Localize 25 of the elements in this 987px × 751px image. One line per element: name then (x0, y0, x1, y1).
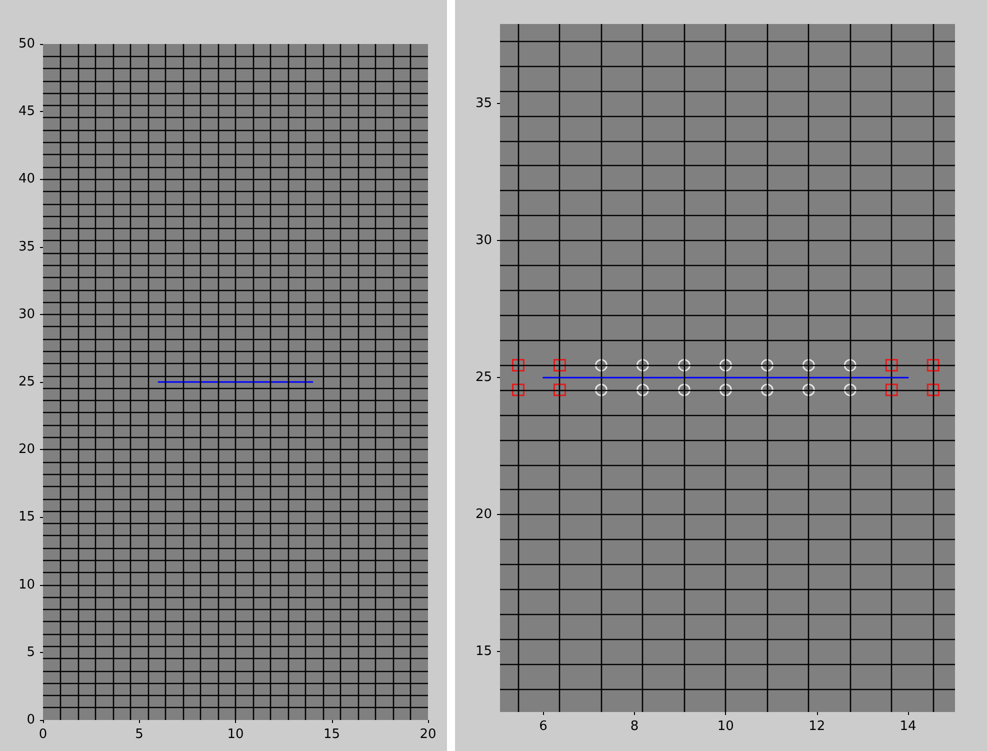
x-tick-label: 10 (227, 727, 244, 742)
y-tick-label: 20 (475, 507, 492, 522)
x-tick-label: 15 (323, 727, 340, 742)
y-tick-label: 10 (18, 577, 35, 592)
y-tick-label: 35 (18, 239, 35, 254)
x-tick-label: 5 (135, 727, 144, 742)
x-tick-label: 10 (717, 719, 734, 734)
x-tick-label: 20 (420, 727, 436, 742)
y-tick-label: 50 (18, 36, 35, 52)
y-tick-label: 30 (18, 306, 35, 322)
y-tick-label: 5 (26, 644, 35, 660)
y-tick-label: 30 (475, 233, 492, 248)
y-tick-label: 25 (475, 370, 492, 386)
x-tick-label: 12 (808, 719, 826, 734)
y-tick-label: 25 (18, 374, 35, 390)
x-tick-label: 6 (539, 719, 548, 734)
x-tick-label: 0 (38, 727, 48, 742)
y-tick-label: 45 (18, 104, 35, 120)
y-tick-label: 35 (475, 96, 492, 111)
x-tick-label: 8 (630, 719, 639, 734)
x-tick-label: 14 (900, 719, 916, 734)
y-tick-label: 15 (18, 510, 35, 525)
y-tick-label: 15 (475, 644, 492, 660)
y-tick-label: 20 (18, 442, 35, 458)
y-tick-label: 40 (18, 172, 35, 187)
